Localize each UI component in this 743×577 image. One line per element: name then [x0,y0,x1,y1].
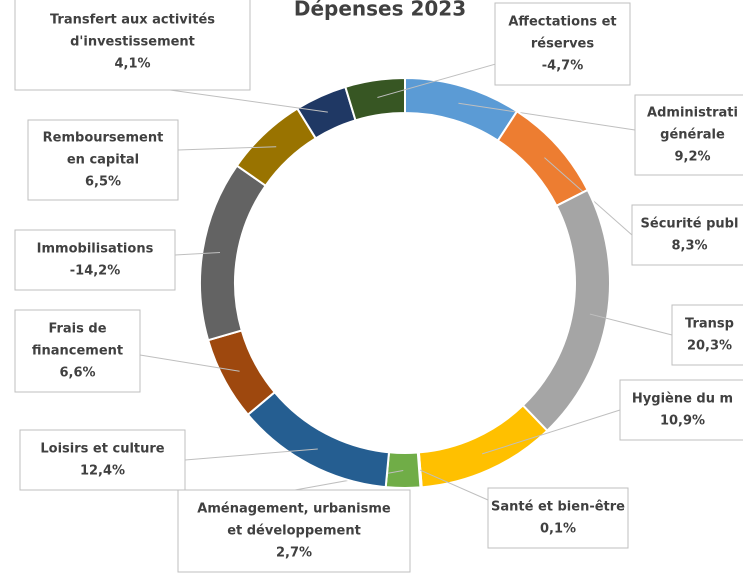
label-box [631,204,743,266]
value-label: 9,2% [674,150,710,165]
chart-title: Dépenses 2023 [294,0,466,21]
category-label: en capital [67,153,139,168]
label-box [619,379,743,441]
leader-line [184,448,318,461]
category-label: réserves [531,37,594,52]
label-box [671,304,743,366]
category-label: Affectations et [508,15,616,30]
category-label: Aménagement, urbanisme [197,502,391,517]
leader-line [377,59,511,99]
leader-line [419,469,489,501]
leader-line [174,252,221,256]
category-label: Santé et bien-être [491,500,625,515]
leader-line [169,89,328,113]
value-label: 8,3% [671,239,707,254]
value-label: 0,1% [540,522,576,537]
leader-line [177,146,277,151]
category-label: Hygiène du m [632,392,733,407]
category-label: Loisirs et culture [40,442,164,457]
category-label: générale [660,128,725,143]
label-box [487,487,629,549]
slice [246,390,391,489]
category-label: Sécurité publ [641,217,739,232]
label-box [14,0,251,91]
value-label: 6,6% [59,366,95,381]
leader-line [589,313,673,336]
slice [521,188,611,433]
category-label: Transfert aux activités [50,13,215,28]
category-label: Frais de [48,322,106,337]
category-label: Immobilisations [37,242,154,257]
label-box [494,2,631,86]
value-label: 4,1% [114,57,150,72]
label-box [14,229,176,291]
label-box [177,489,411,573]
category-label: Remboursement [43,131,164,146]
label-box [634,94,743,176]
value-label: -4,7% [542,59,583,74]
label-box [14,309,141,393]
value-label: 6,5% [85,175,121,190]
label-box [19,429,186,491]
value-label: -14,2% [70,264,121,279]
category-label: financement [32,344,123,359]
slice [496,109,590,208]
leader-line [139,354,240,372]
value-label: 10,9% [660,414,705,429]
leader-line [482,409,621,455]
slice [417,404,549,489]
leader-line [458,102,636,131]
label-box [27,119,179,201]
value-label: 20,3% [687,339,732,354]
category-label: Transp [685,317,734,332]
category-label: Administrati [647,106,738,121]
slice [344,76,406,122]
category-label: et développement [227,524,361,539]
value-label: 12,4% [80,464,125,479]
value-label: 2,7% [276,546,312,561]
category-label: d'investissement [70,35,195,50]
